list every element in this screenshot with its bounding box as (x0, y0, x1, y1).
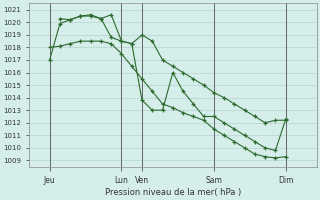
X-axis label: Pression niveau de la mer( hPa ): Pression niveau de la mer( hPa ) (105, 188, 241, 197)
